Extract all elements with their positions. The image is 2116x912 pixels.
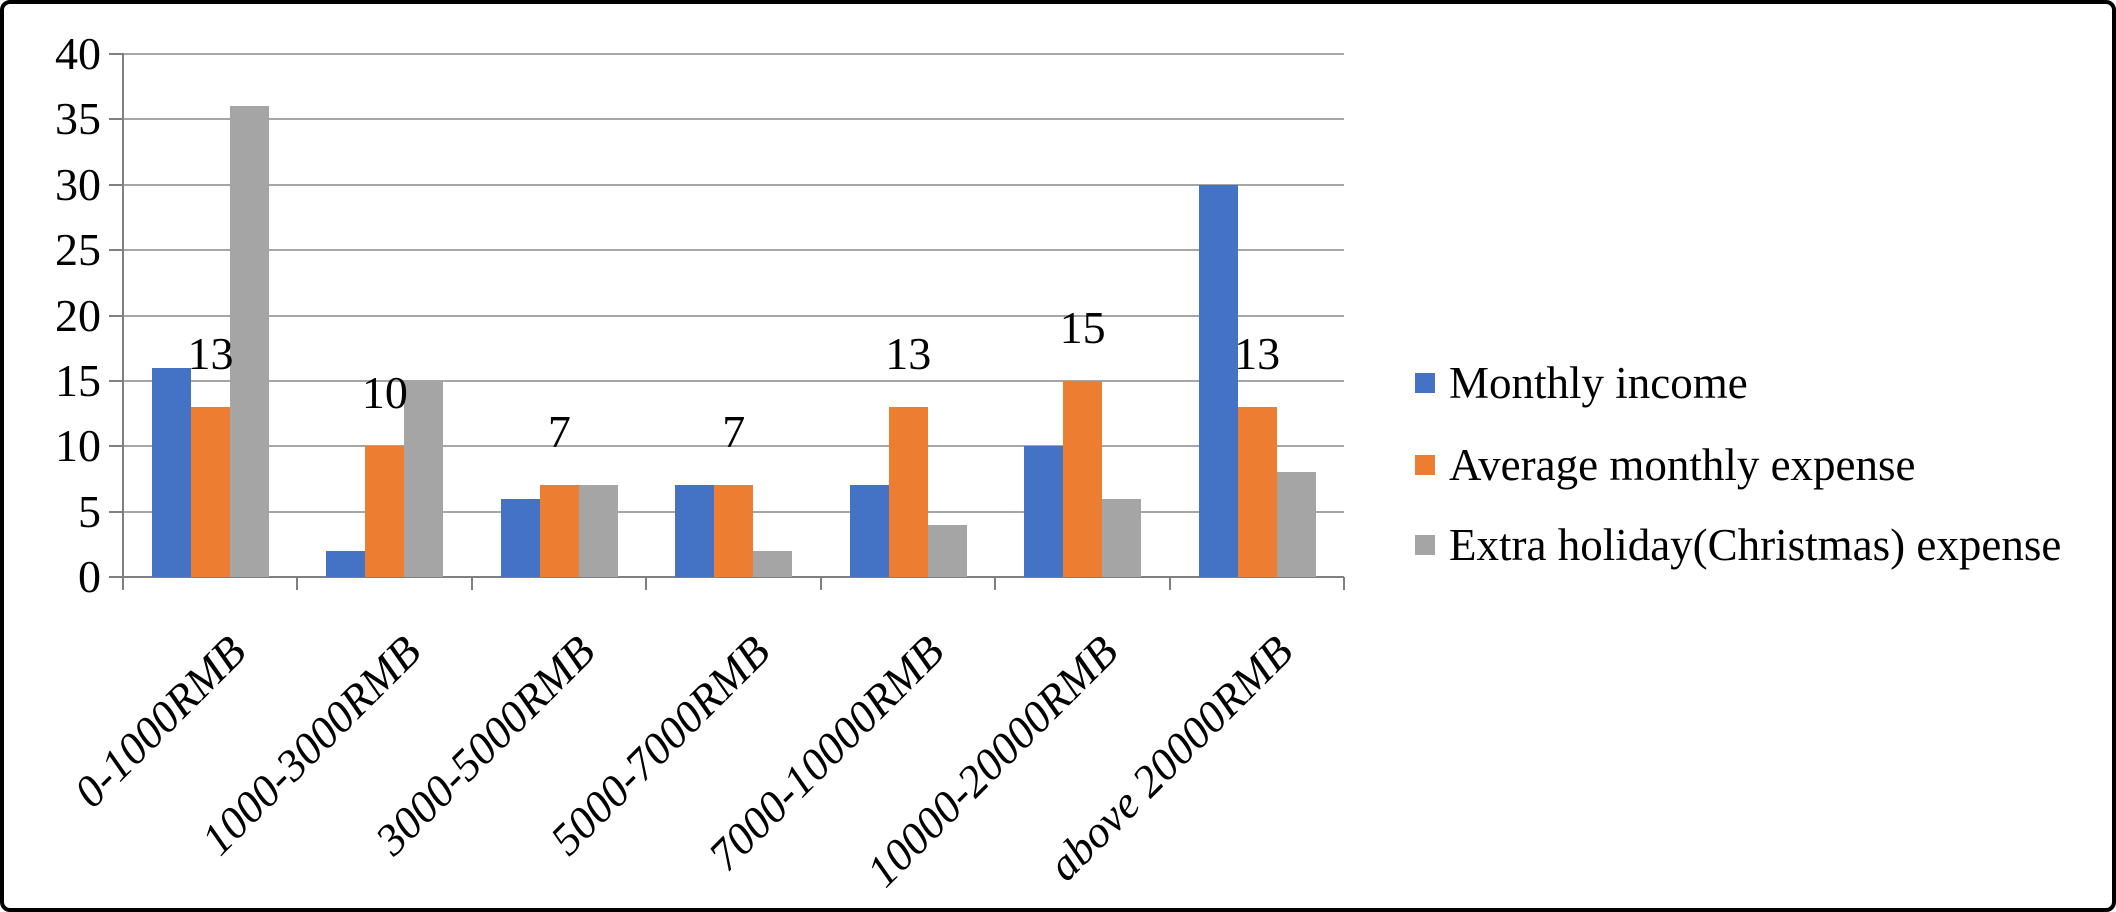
y-axis-label: 25 bbox=[55, 224, 101, 276]
x-axis-tick bbox=[645, 577, 648, 590]
y-axis-label: 10 bbox=[55, 420, 101, 472]
y-axis-label: 20 bbox=[55, 289, 101, 341]
gridline bbox=[123, 445, 1344, 448]
gridline bbox=[123, 379, 1344, 382]
bar-extra-holiday-christmas-expense-5000-7000rmb bbox=[753, 550, 793, 577]
bar-average-monthly-expense-5000-7000rmb bbox=[714, 485, 754, 577]
x-axis-line bbox=[109, 576, 1344, 578]
bar-extra-holiday-christmas-expense-0-1000rmb bbox=[230, 106, 269, 577]
bar-monthly-income-3000-5000rmb bbox=[500, 498, 540, 577]
legend-item-average-monthly-expense: Average monthly expense bbox=[1415, 440, 1916, 490]
y-axis-label: 15 bbox=[55, 354, 101, 406]
legend-item-extra-holiday-christmas-expense: Extra holiday(Christmas) expense bbox=[1415, 520, 2062, 570]
y-axis-label: 5 bbox=[78, 485, 101, 537]
y-axis-line bbox=[122, 53, 124, 590]
data-label: 10 bbox=[361, 367, 408, 419]
y-axis-tick bbox=[109, 510, 124, 513]
bar-extra-holiday-christmas-expense-3000-5000rmb bbox=[578, 485, 618, 577]
gridline bbox=[123, 314, 1344, 317]
data-label: 15 bbox=[1059, 301, 1106, 353]
data-label: 13 bbox=[1234, 328, 1281, 380]
data-label: 13 bbox=[187, 328, 234, 380]
y-axis-tick bbox=[109, 53, 124, 55]
y-axis-tick bbox=[109, 379, 124, 382]
y-axis-tick bbox=[109, 314, 124, 317]
legend-label: Monthly income bbox=[1449, 358, 1748, 408]
bar-monthly-income-5000-7000rmb bbox=[675, 485, 715, 577]
gridline bbox=[123, 118, 1344, 121]
x-axis-tick bbox=[470, 577, 473, 590]
bar-monthly-income-10000-20000rmb bbox=[1024, 446, 1064, 577]
y-axis-tick bbox=[109, 445, 124, 448]
x-axis-tick bbox=[819, 577, 822, 590]
plot-area: 0 5 10 15 20 25 30 35 40 13 10 7 7 13 15 13 0-1000RMB 100… bbox=[4, 4, 2112, 908]
data-label: 7 bbox=[722, 406, 746, 458]
bar-monthly-income-1000-3000rmb bbox=[326, 550, 366, 577]
y-axis-label: 30 bbox=[55, 158, 101, 210]
legend-label: Average monthly expense bbox=[1449, 440, 1916, 490]
y-axis-label: 35 bbox=[55, 93, 101, 145]
bar-extra-holiday-christmas-expense-above-20000rmb bbox=[1276, 472, 1316, 577]
legend-swatch-icon bbox=[1415, 373, 1435, 393]
y-axis-tick bbox=[109, 118, 124, 121]
legend-label: Extra holiday(Christmas) expense bbox=[1449, 520, 2062, 570]
y-axis-label: 40 bbox=[55, 28, 101, 79]
bar-monthly-income-7000-10000rmb bbox=[849, 485, 889, 577]
bar-extra-holiday-christmas-expense-1000-3000rmb bbox=[404, 380, 444, 577]
bar-average-monthly-expense-0-1000rmb bbox=[191, 407, 230, 577]
x-axis-tick bbox=[296, 577, 299, 590]
y-axis-tick bbox=[109, 183, 124, 186]
bar-average-monthly-expense-3000-5000rmb bbox=[539, 485, 579, 577]
bar-average-monthly-expense-10000-20000rmb bbox=[1063, 380, 1103, 577]
bar-extra-holiday-christmas-expense-10000-20000rmb bbox=[1102, 498, 1142, 577]
x-axis-tick bbox=[1343, 577, 1345, 590]
bar-extra-holiday-christmas-expense-7000-10000rmb bbox=[927, 524, 967, 577]
y-axis-tick bbox=[109, 249, 124, 252]
legend-swatch-icon bbox=[1415, 455, 1435, 475]
gridline bbox=[123, 183, 1344, 186]
bar-monthly-income-0-1000rmb bbox=[152, 367, 191, 577]
data-label: 13 bbox=[885, 328, 932, 380]
x-axis-tick bbox=[1168, 577, 1171, 590]
gridline bbox=[123, 53, 1344, 55]
bar-average-monthly-expense-7000-10000rmb bbox=[888, 407, 928, 577]
gridline bbox=[123, 249, 1344, 252]
bar-monthly-income-above-20000rmb bbox=[1198, 184, 1238, 577]
bar-average-monthly-expense-1000-3000rmb bbox=[365, 446, 405, 577]
legend-swatch-icon bbox=[1415, 535, 1435, 555]
bar-average-monthly-expense-above-20000rmb bbox=[1237, 407, 1277, 577]
y-axis-label: 0 bbox=[78, 551, 101, 602]
legend-item-monthly-income: Monthly income bbox=[1415, 358, 1748, 408]
data-label: 7 bbox=[547, 406, 571, 458]
x-axis-tick bbox=[994, 577, 997, 590]
